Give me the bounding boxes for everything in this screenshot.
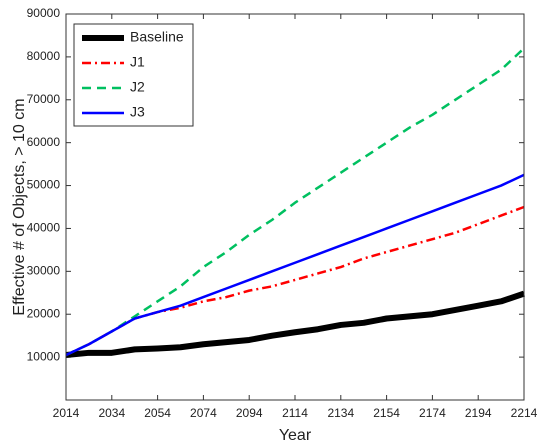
x-axis-label: Year xyxy=(279,427,312,444)
x-tick-label: 2094 xyxy=(236,406,263,420)
x-tick-label: 2054 xyxy=(144,406,171,420)
x-tick-label: 2174 xyxy=(419,406,446,420)
line-series xyxy=(65,205,525,357)
y-tick-label: 20000 xyxy=(27,306,61,320)
x-tick-label: 2154 xyxy=(373,406,400,420)
x-tick-label: 2034 xyxy=(98,406,125,420)
y-tick-label: 50000 xyxy=(27,178,61,192)
line-series xyxy=(65,173,525,357)
x-tick-label: 2194 xyxy=(465,406,492,420)
legend-label: J1 xyxy=(130,54,145,70)
y-tick-label: 70000 xyxy=(27,92,61,106)
legend-label: J2 xyxy=(130,79,145,95)
legend-label: Baseline xyxy=(130,29,184,45)
line-series xyxy=(65,290,525,358)
x-tick-label: 2214 xyxy=(511,406,538,420)
legend-label: J3 xyxy=(130,104,145,120)
x-tick-label: 2014 xyxy=(53,406,80,420)
y-tick-label: 40000 xyxy=(27,221,61,235)
x-tick-label: 2134 xyxy=(327,406,354,420)
x-tick-label: 2074 xyxy=(190,406,217,420)
y-tick-label: 60000 xyxy=(27,135,61,149)
y-tick-label: 30000 xyxy=(27,264,61,278)
x-tick-label: 2114 xyxy=(282,406,308,420)
y-axis-label: Effective # of Objects, > 10 cm xyxy=(11,98,28,315)
line-series xyxy=(65,47,525,357)
y-tick-label: 10000 xyxy=(27,349,61,363)
plot-frame xyxy=(65,13,525,401)
y-tick-label: 90000 xyxy=(27,6,61,20)
y-tick-label: 80000 xyxy=(27,49,61,63)
